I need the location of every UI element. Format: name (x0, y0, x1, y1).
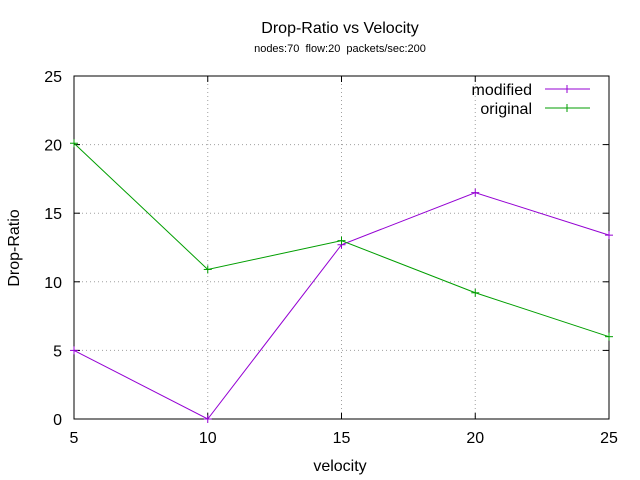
legend-label: modified (472, 82, 532, 99)
x-tick-label: 5 (70, 430, 79, 447)
chart-title: Drop-Ratio vs Velocity (261, 20, 418, 37)
data-point (70, 139, 78, 148)
data-point (203, 415, 212, 423)
data-point (337, 236, 346, 245)
x-axis-label: velocity (313, 458, 366, 475)
y-tick-label: 15 (44, 206, 62, 223)
x-tick-label: 20 (466, 430, 484, 447)
data-point (605, 332, 613, 341)
x-tick-label: 10 (199, 430, 217, 447)
y-tick-label: 20 (44, 138, 62, 155)
legend: modified original (472, 82, 590, 118)
y-tick-label: 0 (53, 412, 62, 429)
data-point (471, 288, 480, 297)
x-tick-label: 25 (600, 430, 618, 447)
series-line-modified (73, 192, 610, 420)
x-tick-label: 15 (333, 430, 351, 447)
data-point (471, 188, 480, 197)
data-point (605, 231, 613, 240)
chart-subtitle: nodes:70 flow:20 packets/sec:200 (254, 43, 426, 55)
legend-label: original (480, 101, 532, 118)
series-lines (70, 139, 613, 423)
data-point (70, 346, 78, 355)
y-tick-label: 5 (53, 343, 62, 360)
y-tick-label: 10 (44, 275, 62, 292)
data-point (203, 265, 212, 274)
y-axis-label: Drop-Ratio (6, 209, 23, 286)
y-tick-label: 25 (44, 69, 62, 86)
